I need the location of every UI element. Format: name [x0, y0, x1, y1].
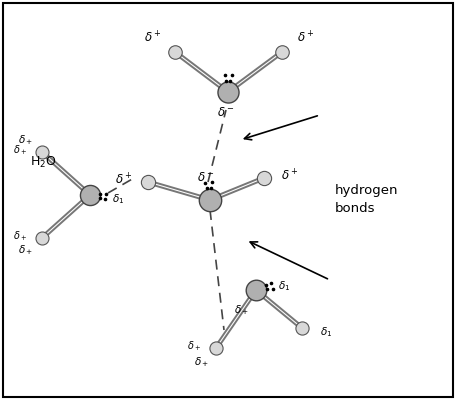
Text: $\delta^+$: $\delta^+$ — [115, 172, 132, 188]
Text: hydrogen
bonds: hydrogen bonds — [334, 184, 398, 216]
Point — [144, 179, 152, 185]
Text: $\delta_+$: $\delta_+$ — [194, 355, 209, 369]
Text: H$_2$O: H$_2$O — [30, 154, 56, 170]
Point — [206, 197, 213, 203]
Text: $\delta^+$: $\delta^+$ — [297, 30, 314, 46]
Point — [224, 89, 231, 95]
Text: $\delta_+$: $\delta_+$ — [234, 303, 249, 317]
Text: $\delta_1$: $\delta_1$ — [319, 325, 331, 339]
Text: $\delta^+$: $\delta^+$ — [144, 30, 162, 46]
Text: $\delta^-$: $\delta^-$ — [197, 172, 214, 184]
Point — [252, 287, 259, 293]
Text: $\delta_+$: $\delta_+$ — [13, 143, 27, 157]
Point — [38, 149, 46, 155]
Text: $\delta_+$: $\delta_+$ — [18, 133, 34, 147]
Point — [212, 345, 219, 351]
Point — [38, 235, 46, 241]
Text: $\delta_+$: $\delta_+$ — [13, 229, 27, 243]
Text: $\delta_+$: $\delta_+$ — [18, 243, 34, 257]
Text: $\delta_1$: $\delta_1$ — [277, 279, 289, 293]
Text: $\delta_1$: $\delta_1$ — [111, 192, 124, 206]
Point — [298, 325, 305, 331]
Point — [86, 192, 93, 198]
Point — [260, 175, 267, 181]
Point — [171, 49, 178, 55]
Text: $\delta_+$: $\delta_+$ — [187, 339, 201, 353]
Text: $\delta^-$: $\delta^-$ — [217, 106, 234, 118]
Text: $\delta^+$: $\delta^+$ — [281, 168, 298, 184]
Point — [278, 49, 285, 55]
